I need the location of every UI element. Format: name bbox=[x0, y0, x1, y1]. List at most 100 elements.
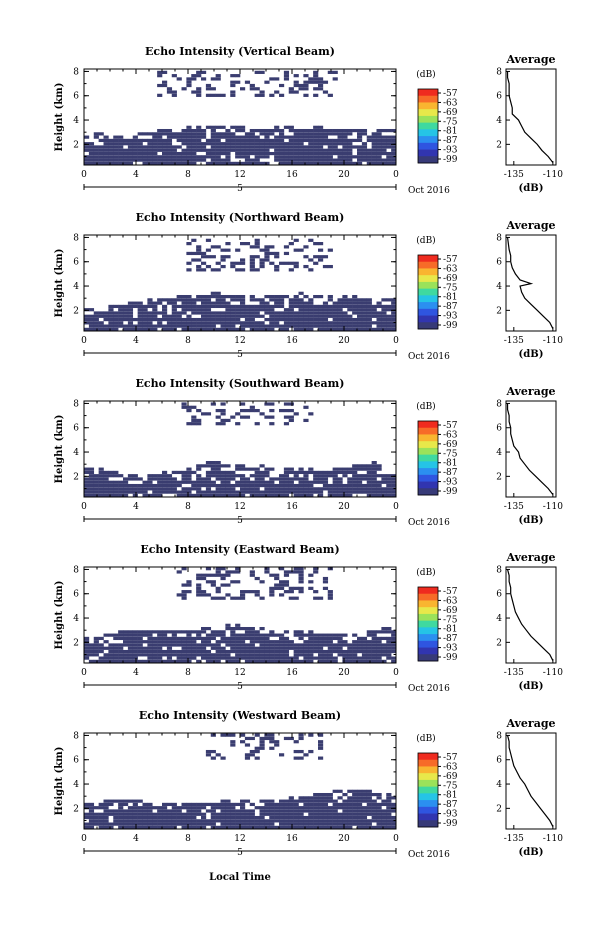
echo-cell bbox=[191, 656, 197, 660]
echo-cell bbox=[196, 418, 202, 423]
echo-cell bbox=[152, 653, 158, 657]
echo-cell bbox=[298, 138, 304, 143]
echo-cell bbox=[249, 570, 255, 574]
echo-cell bbox=[254, 151, 260, 156]
echo-cell bbox=[274, 815, 280, 820]
echo-cell bbox=[264, 151, 270, 156]
echo-cell bbox=[249, 483, 255, 488]
echo-cell bbox=[357, 815, 363, 820]
echo-cell bbox=[210, 749, 216, 754]
echo-cell bbox=[84, 321, 90, 325]
echo-cell bbox=[371, 636, 377, 641]
date-label: Oct 2016 bbox=[408, 684, 450, 694]
echo-cell bbox=[322, 304, 329, 309]
echo-cell bbox=[366, 314, 372, 318]
echo-cell bbox=[357, 806, 363, 810]
echo-cell bbox=[201, 802, 207, 807]
echo-cell bbox=[288, 802, 294, 807]
echo-cell bbox=[376, 636, 382, 641]
echo-cell bbox=[210, 138, 216, 143]
y-tick-label: 8 bbox=[73, 233, 79, 243]
echo-cell bbox=[322, 487, 329, 491]
echo-cell bbox=[381, 298, 387, 302]
colorbar-swatch bbox=[418, 281, 438, 290]
echo-cell bbox=[147, 321, 153, 325]
echo-cell bbox=[249, 474, 255, 478]
echo-cell bbox=[347, 490, 353, 494]
echo-cell bbox=[240, 125, 246, 129]
echo-cell bbox=[376, 132, 382, 136]
echo-cell bbox=[357, 138, 363, 143]
echo-cell bbox=[215, 291, 221, 295]
echo-cell bbox=[113, 142, 119, 146]
echo-cell bbox=[347, 467, 353, 471]
echo-cell bbox=[142, 161, 148, 165]
echo-cell bbox=[269, 733, 275, 737]
echo-cell bbox=[308, 145, 314, 149]
echo-cell bbox=[391, 809, 397, 813]
echo-cell bbox=[123, 314, 129, 318]
echo-cell bbox=[391, 483, 397, 488]
echo-cell bbox=[113, 327, 119, 331]
echo-cell bbox=[205, 493, 212, 497]
echo-cell bbox=[293, 135, 299, 139]
echo-cell bbox=[235, 567, 241, 571]
echo-cell bbox=[88, 470, 95, 475]
echo-cell bbox=[269, 311, 275, 315]
echo-cell bbox=[127, 799, 134, 803]
echo-cell bbox=[210, 158, 216, 162]
echo-cell bbox=[376, 806, 382, 810]
echo-cell bbox=[201, 155, 207, 159]
echo-cell bbox=[391, 311, 397, 315]
echo-cell bbox=[264, 659, 270, 663]
echo-cell bbox=[391, 304, 397, 309]
echo-cell bbox=[137, 151, 143, 156]
echo-cell bbox=[361, 809, 368, 813]
echo-cell bbox=[191, 324, 197, 328]
echo-cell bbox=[186, 308, 192, 312]
echo-cell bbox=[123, 480, 129, 484]
echo-cell bbox=[235, 327, 241, 331]
echo-cell bbox=[386, 142, 392, 146]
x-tick-label: 0 bbox=[81, 502, 87, 512]
echo-cell bbox=[283, 799, 290, 803]
echo-cell bbox=[298, 158, 304, 162]
echo-cell bbox=[123, 151, 129, 156]
echo-cell bbox=[279, 317, 285, 322]
echo-cell bbox=[264, 155, 270, 159]
echo-cell bbox=[322, 480, 329, 484]
echo-cell bbox=[391, 138, 397, 143]
echo-cell bbox=[230, 656, 236, 660]
echo-cell bbox=[293, 749, 299, 754]
x-tick-label: 0 bbox=[393, 834, 399, 844]
echo-cell bbox=[123, 317, 129, 322]
echo-cell bbox=[162, 659, 168, 663]
y-tick-label: 8 bbox=[73, 565, 79, 575]
echo-cell bbox=[366, 467, 372, 471]
echo-cell bbox=[283, 736, 290, 741]
echo-cell bbox=[162, 483, 168, 488]
echo-cell bbox=[132, 630, 138, 634]
echo-cell bbox=[127, 155, 134, 159]
echo-cell bbox=[205, 301, 212, 305]
echo-cell bbox=[361, 311, 368, 315]
echo-cell bbox=[176, 659, 182, 663]
echo-cell bbox=[186, 324, 192, 328]
echo-cell bbox=[318, 743, 324, 747]
echo-cell bbox=[88, 155, 95, 159]
echo-cell bbox=[132, 812, 138, 816]
echo-cell bbox=[254, 245, 260, 249]
echo-cell bbox=[196, 422, 202, 426]
echo-cell bbox=[201, 630, 207, 634]
echo-cell bbox=[210, 314, 216, 318]
echo-cell bbox=[298, 749, 304, 754]
profile-x-tick-label: -135 bbox=[504, 170, 524, 180]
echo-cell bbox=[337, 796, 343, 800]
echo-cell bbox=[181, 487, 187, 491]
echo-cell bbox=[259, 477, 265, 481]
echo-cell bbox=[88, 327, 95, 331]
echo-cell bbox=[230, 317, 236, 322]
echo-cell bbox=[322, 796, 329, 800]
echo-cell bbox=[279, 135, 285, 139]
echo-cell bbox=[162, 630, 168, 634]
